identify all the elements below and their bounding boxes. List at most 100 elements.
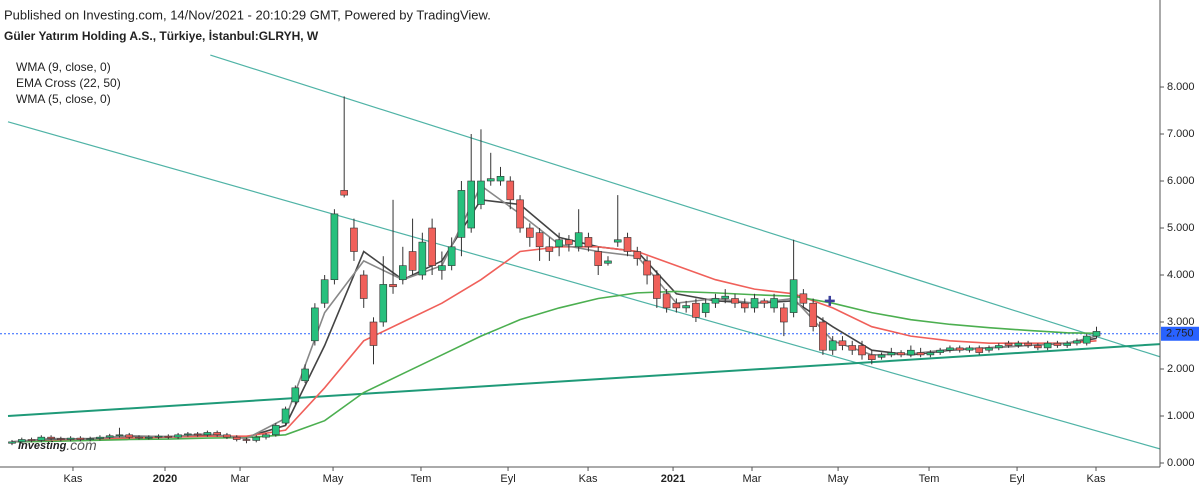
trendline (210, 54, 1160, 358)
candle-body (291, 387, 300, 403)
candle-body (867, 354, 876, 360)
candle-body (965, 347, 974, 351)
candle-body (408, 251, 417, 271)
last-price-box (1161, 326, 1199, 341)
overlay: 2.750 (824, 295, 1199, 341)
candle-body (994, 345, 1003, 349)
candle-body (330, 213, 339, 281)
candle-body (731, 298, 739, 304)
candle-body (897, 352, 905, 356)
candle-body (1092, 331, 1101, 337)
candle-body (955, 347, 964, 351)
candle-body (848, 345, 857, 351)
x-tick-label: 2020 (153, 473, 177, 485)
candle-body (760, 300, 769, 304)
candle-body (281, 408, 290, 424)
candle-body (701, 302, 710, 313)
plot-area (0, 54, 1160, 450)
candle-body (682, 305, 690, 309)
candle-body (545, 246, 554, 252)
candle-body (516, 199, 524, 229)
cross-marker (824, 295, 835, 306)
candle-body (858, 345, 866, 356)
candle-body (506, 180, 515, 201)
candle-body (223, 434, 231, 438)
candle-body (135, 436, 143, 439)
candle-body (877, 354, 886, 358)
y-tick-label: 3.000 (1167, 316, 1195, 328)
candle-body (721, 295, 730, 299)
candle-body (232, 436, 241, 440)
candle-body (828, 340, 837, 351)
candle-body (496, 176, 505, 182)
x-tick-label: Tem (411, 473, 432, 485)
candle-body (66, 437, 75, 440)
candle-body (311, 307, 319, 342)
candle-body (1053, 342, 1062, 346)
candle-body (535, 232, 544, 248)
candle-body (154, 435, 163, 438)
candle-body (584, 237, 593, 248)
candle-body (399, 265, 407, 281)
candle-body (662, 293, 671, 309)
candle-body (809, 302, 817, 328)
candle-body (672, 302, 681, 309)
candle-body (770, 298, 778, 309)
candle-body (574, 232, 583, 248)
candle-body (203, 432, 212, 436)
x-tick-label: Eyl (500, 473, 515, 485)
y-tick-label: 2.000 (1167, 363, 1195, 375)
candle-body (985, 347, 993, 351)
x-tick-label: Kas (63, 473, 82, 485)
candle-body (526, 227, 534, 238)
legend-entry: WMA (5, close, 0) (16, 92, 111, 106)
indicator-line (11, 246, 1097, 443)
candle-body (96, 436, 104, 439)
legend-entry: EMA Cross (22, 50) (16, 76, 121, 90)
x-tick-label: Mar (743, 473, 762, 485)
candle-body (1082, 335, 1091, 344)
trendline (7, 343, 1160, 418)
x-tick-label: Tem (919, 473, 940, 485)
candle-body (447, 246, 456, 266)
candle-body (838, 340, 847, 346)
candle-body (27, 439, 36, 441)
y-tick-label: 4.000 (1167, 269, 1195, 281)
candle-body (477, 180, 485, 205)
candle-body (428, 227, 436, 266)
candle-body (594, 251, 603, 266)
candle-body (193, 433, 202, 436)
candle-body (799, 293, 808, 304)
candle-body (1024, 342, 1032, 346)
candle-body (369, 321, 378, 346)
x-tick-label: Mar (231, 473, 250, 485)
y-tick-label: 0.000 (1167, 457, 1195, 469)
candle-body (907, 349, 915, 356)
candle-body (86, 438, 94, 440)
candle-body (643, 260, 651, 276)
candle-body (1004, 342, 1013, 346)
candle-body (486, 178, 495, 182)
candle-body (457, 190, 466, 238)
y-tick-label: 6.000 (1167, 175, 1195, 187)
candle-body (633, 251, 642, 259)
candle-body (252, 436, 261, 441)
candle-body (1063, 342, 1071, 346)
candle-body (565, 239, 573, 245)
watermark: Investing.com (18, 437, 97, 453)
y-tick-label: 5.000 (1167, 222, 1195, 234)
candle-body (350, 227, 358, 252)
candle-body (555, 239, 563, 248)
candle-body (115, 434, 124, 437)
candle-body (37, 436, 46, 441)
candle-body (8, 441, 16, 444)
candle-body (379, 284, 388, 323)
candle-body (789, 279, 798, 313)
indicator-line (11, 290, 1097, 443)
x-tick-label: Kas (579, 473, 598, 485)
candle-body (320, 279, 329, 304)
candle-body (271, 425, 280, 436)
candle-body (17, 439, 26, 443)
candle-body (213, 432, 221, 436)
candle-body (301, 368, 309, 382)
